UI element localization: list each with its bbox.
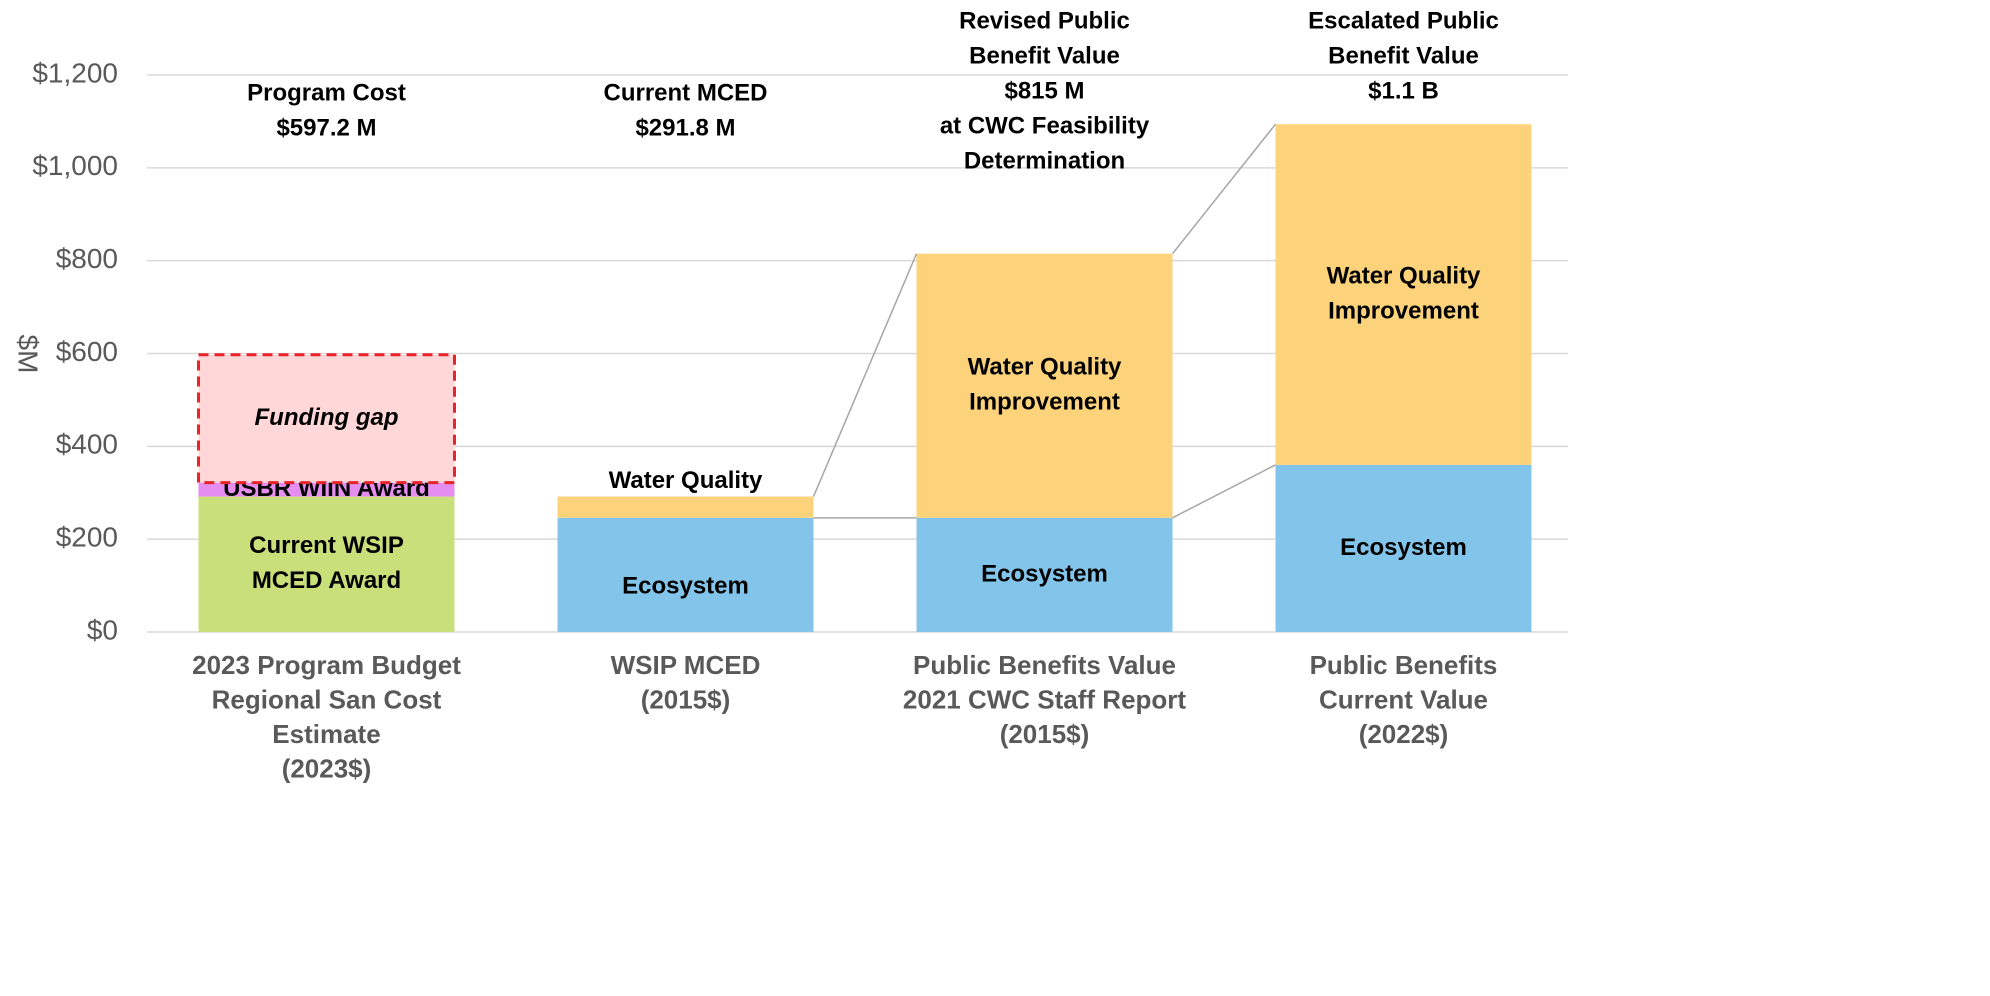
y-tick-label: $1,000	[32, 150, 118, 181]
segment-label: Water Quality	[609, 467, 763, 494]
connector-line	[1171, 123, 1277, 255]
bar-segment	[197, 353, 456, 485]
x-tick-label: WSIP MCED	[611, 650, 761, 680]
annotation: Program Cost	[247, 79, 406, 106]
x-tick-label: Public Benefits Value	[913, 650, 1176, 680]
segment-label: Water Quality	[1327, 262, 1481, 289]
y-tick-label: $1,200	[32, 57, 118, 88]
annotation: Current MCED	[603, 79, 767, 106]
y-axis-label: $M	[13, 335, 44, 374]
annotation: Revised Public	[959, 7, 1130, 34]
bar-segment	[916, 253, 1173, 518]
annotation: Escalated Public	[1308, 7, 1499, 34]
bar-segment	[198, 482, 455, 497]
annotation: at CWC Feasibility	[940, 112, 1150, 139]
segment-label: Ecosystem	[981, 560, 1108, 587]
segment-label: Ecosystem	[622, 572, 749, 599]
y-tick-label: $600	[56, 336, 118, 367]
bar-segment	[557, 517, 814, 632]
bar-segment	[1275, 464, 1532, 632]
x-tick-label: Estimate	[272, 719, 380, 749]
bar-segment	[1275, 124, 1532, 465]
x-tick-label: (2022$)	[1359, 719, 1449, 749]
segment-label: Water Quality	[968, 354, 1122, 381]
x-tick-label: Regional San Cost	[212, 684, 442, 714]
x-tick-label: (2015$)	[641, 684, 731, 714]
annotation: Determination	[964, 147, 1125, 174]
bar-segment	[198, 496, 455, 632]
segment-label: Improvement	[969, 389, 1120, 416]
y-tick-label: $0	[87, 614, 118, 645]
x-tick-label: 2023 Program Budget	[192, 650, 461, 680]
x-tick-label: Current Value	[1319, 684, 1488, 714]
connector-line	[812, 253, 918, 497]
annotation: $1.1 B	[1368, 77, 1439, 104]
x-tick-label: (2023$)	[282, 753, 372, 783]
segment-label: Ecosystem	[1340, 534, 1467, 561]
segment-label: Improvement	[1328, 297, 1479, 324]
y-tick-label: $400	[56, 429, 118, 460]
connector-line	[1172, 464, 1276, 519]
annotation: $597.2 M	[276, 114, 376, 141]
annotation: Benefit Value	[1328, 42, 1479, 69]
segment-label: Funding gap	[255, 404, 399, 431]
x-tick-label: Public Benefits	[1310, 650, 1498, 680]
bar-segment	[557, 496, 814, 518]
bar-segment	[916, 517, 1173, 632]
segment-label: MCED Award	[252, 567, 401, 594]
y-tick-label: $800	[56, 243, 118, 274]
annotation: Benefit Value	[969, 42, 1120, 69]
annotation: $815 M	[1004, 77, 1084, 104]
y-tick-label: $200	[56, 522, 118, 553]
x-tick-label: (2015$)	[1000, 719, 1090, 749]
annotation: $291.8 M	[635, 114, 735, 141]
x-tick-label: 2021 CWC Staff Report	[903, 684, 1186, 714]
segment-label: Current WSIP	[249, 532, 404, 559]
